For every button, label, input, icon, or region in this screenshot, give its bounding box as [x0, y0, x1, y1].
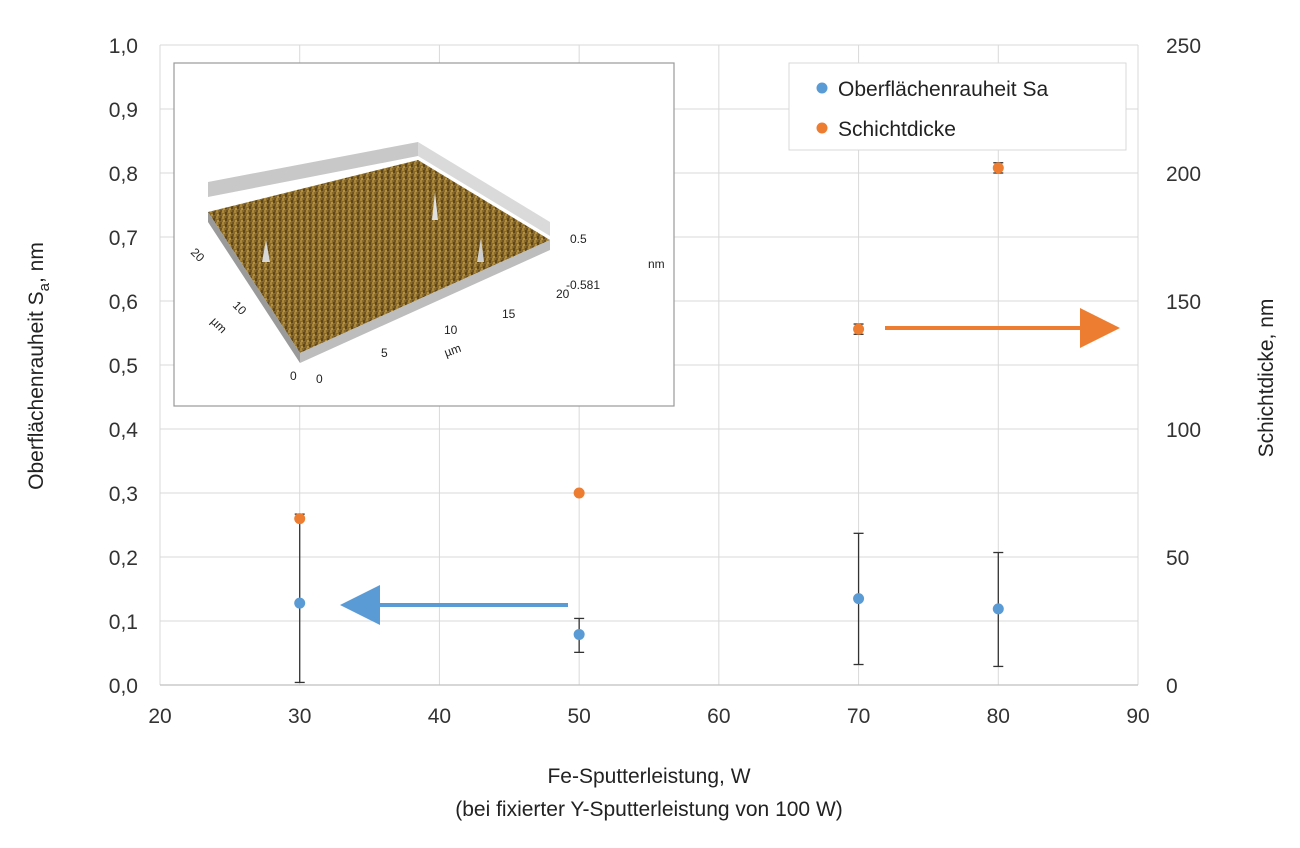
y-tick-label: 0,5 — [109, 355, 138, 378]
inset-ytick: 0 — [290, 369, 297, 383]
legend: Oberflächenrauheit Sa Schichtdicke — [788, 62, 1127, 151]
y2-tick-label: 0 — [1166, 675, 1178, 698]
inset-x-axis-label: µm — [442, 341, 463, 360]
x-axis-title: Fe-Sputterleistung, W — [547, 765, 750, 788]
y2-tick-label: 200 — [1166, 163, 1201, 186]
afm-side-front-right — [300, 240, 550, 363]
afm-side-front-left — [208, 212, 300, 363]
data-point — [853, 323, 865, 335]
legend-label-thickness: Schichtdicke — [838, 118, 956, 141]
y-tick-label: 1,0 — [109, 35, 138, 58]
afm-surface — [208, 160, 550, 353]
afm-back-wall-left — [208, 142, 418, 197]
data-point — [573, 487, 585, 499]
x-tick-label: 60 — [707, 705, 730, 728]
series-thickness — [294, 162, 1004, 525]
y2-tick-label: 150 — [1166, 291, 1201, 314]
inset-xtick: 20 — [556, 287, 570, 301]
inset-xtick: 0 — [316, 372, 323, 386]
afm-peak — [477, 238, 484, 262]
inset-z-axis-label: nm — [648, 257, 665, 271]
y-tick-label: 0,4 — [109, 419, 139, 442]
y2-tick-label: 250 — [1166, 35, 1201, 58]
x-axis-subtitle: (bei fixierter Y-Sputterleistung von 100… — [455, 798, 843, 821]
data-point — [294, 513, 306, 525]
y-tick-label: 0,8 — [109, 163, 138, 186]
y-tick-label: 0,2 — [109, 547, 138, 570]
y-tick-label: 0,3 — [109, 483, 138, 506]
y-axis-left-title: Oberflächenrauheit Sa, nm — [25, 242, 53, 490]
y-axis-right-title: Schichtdicke, nm — [1255, 299, 1278, 458]
y-axis-right-ticks: 0 50 100 150 200 250 — [1166, 35, 1201, 698]
data-point — [992, 603, 1004, 615]
x-tick-label: 50 — [567, 705, 590, 728]
y-tick-label: 0,9 — [109, 99, 138, 122]
data-point — [853, 593, 865, 605]
afm-back-wall-right — [418, 142, 550, 236]
x-tick-label: 20 — [148, 705, 171, 728]
x-tick-label: 80 — [987, 705, 1010, 728]
data-point — [573, 628, 585, 640]
inset-afm-image: 0 10 20 µm 0 5 10 15 20 µm 0.5 -0.581 nm — [173, 62, 675, 407]
inset-xtick: 10 — [444, 323, 458, 337]
legend-marker-thickness — [816, 122, 828, 134]
data-point — [294, 597, 306, 609]
inset-ztick: 0.5 — [570, 232, 587, 246]
inset-xtick: 5 — [381, 346, 388, 360]
x-tick-label: 90 — [1126, 705, 1149, 728]
x-tick-label: 70 — [847, 705, 870, 728]
inset-ztick: -0.581 — [566, 278, 600, 292]
data-point — [992, 162, 1004, 174]
y2-tick-label: 50 — [1166, 547, 1189, 570]
x-tick-label: 30 — [288, 705, 311, 728]
y-tick-label: 0,6 — [109, 291, 138, 314]
legend-box — [788, 62, 1127, 151]
y2-tick-label: 100 — [1166, 419, 1201, 442]
afm-peak — [432, 192, 438, 220]
legend-label-roughness: Oberflächenrauheit Sa — [838, 78, 1048, 101]
y-axis-left-ticks: 0,0 0,1 0,2 0,3 0,4 0,5 0,6 0,7 0,8 0,9 1,0 — [109, 35, 139, 698]
x-tick-label: 40 — [428, 705, 451, 728]
inset-xtick: 15 — [502, 307, 516, 321]
series-roughness — [294, 513, 1004, 684]
y-tick-label: 0,0 — [109, 675, 138, 698]
afm-peak — [262, 240, 270, 262]
y-tick-label: 0,1 — [109, 611, 138, 634]
series-layer — [294, 162, 1004, 684]
x-axis-ticks: 20 30 40 50 60 70 80 90 — [148, 705, 1149, 728]
y-tick-label: 0,7 — [109, 227, 138, 250]
legend-marker-roughness — [816, 82, 828, 94]
